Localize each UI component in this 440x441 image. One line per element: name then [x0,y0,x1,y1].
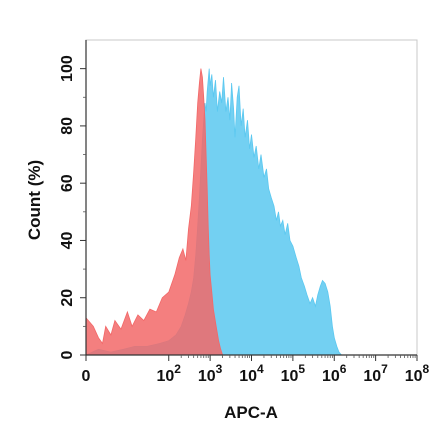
y-tick-label: 0 [59,350,76,359]
x-tick-label: 0 [82,368,91,385]
histogram-series-2 [85,68,224,356]
x-axis-title: APC-A [224,403,278,422]
series-layer [85,68,343,356]
y-tick-label: 80 [59,117,76,135]
x-tick-label: 107 [363,362,388,385]
x-tick-label: 104 [239,362,264,385]
y-tick-label: 40 [59,232,76,250]
x-tick-label: 103 [198,362,223,385]
x-tick-label: 106 [322,362,347,385]
y-tick-label: 20 [59,289,76,307]
x-tick-label: 102 [157,362,182,385]
x-tick-label: 105 [281,362,306,385]
y-axis-title: Count (%) [25,160,44,240]
y-tick-label: 100 [59,55,76,82]
x-tick-label: 108 [405,362,430,385]
y-tick-label: 60 [59,174,76,192]
axes-layer: 0 102 103 104 105 106 107 108 0 20 40 60 80 100 [59,39,430,385]
